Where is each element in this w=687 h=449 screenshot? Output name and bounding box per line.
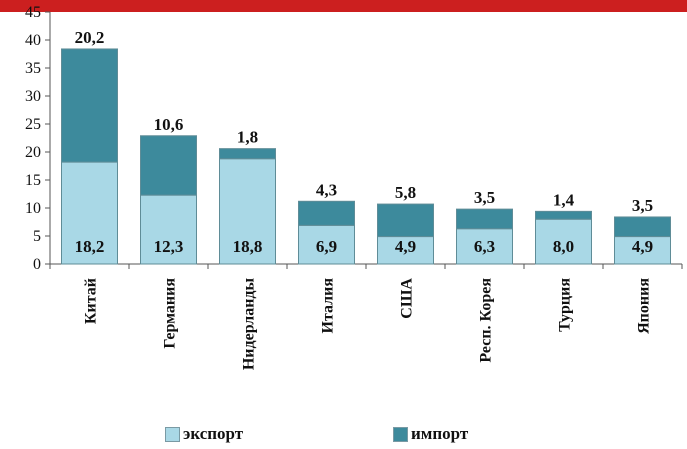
bar-export [456, 228, 513, 265]
bar-import [614, 216, 671, 238]
bar-import [140, 135, 197, 196]
data-label-import: 3,5 [632, 196, 653, 215]
bar-export [614, 236, 671, 265]
legend-swatch-export [165, 426, 180, 442]
bar-export [219, 158, 276, 265]
category-label: Респ. Корея [478, 278, 495, 363]
bar-export [298, 224, 355, 265]
legend-item-import: импорт [393, 424, 468, 444]
y-tick-label: 30 [25, 88, 41, 105]
data-labels: 18,2 20,2 12,3 10,6 18,8 1,8 6,9 4,3 4,9 5,8 6,3 3,… [75, 28, 654, 256]
top-accent-band [0, 0, 687, 12]
legend-item-export: экспорт [165, 424, 243, 444]
bar-import [219, 148, 276, 160]
y-tick-label: 40 [25, 32, 41, 49]
bar-export [377, 236, 434, 265]
bar-import [61, 48, 118, 163]
data-label-export: 6,3 [474, 237, 495, 256]
category-label: Италия [320, 278, 337, 334]
bar-export [61, 161, 118, 265]
bar-import [456, 208, 513, 230]
data-label-export: 4,9 [632, 237, 653, 256]
data-label-import: 1,8 [237, 128, 258, 147]
legend-label-import: импорт [411, 424, 469, 443]
data-label-import: 1,4 [553, 190, 575, 209]
y-tick-label: 45 [25, 4, 41, 21]
bar-import [535, 210, 592, 220]
bar-export [140, 194, 197, 265]
data-label-export: 12,3 [154, 237, 184, 256]
data-label-export: 18,2 [75, 237, 105, 256]
category-label: Китай [83, 278, 100, 324]
bar-import [377, 203, 434, 238]
y-axis-ticks: 0 5 10 15 20 25 30 35 40 45 [25, 4, 50, 273]
category-labels: Китай Германия Нидерланды Италия США Респ. Ко… [83, 277, 653, 370]
data-label-export: 8,0 [553, 237, 574, 256]
bar-export [535, 218, 592, 265]
category-label: США [399, 278, 416, 319]
data-label-import: 4,3 [316, 180, 337, 199]
category-label: Япония [636, 278, 653, 334]
data-label-export: 4,9 [395, 237, 416, 256]
bar-import [298, 200, 355, 226]
data-label-import: 10,6 [154, 115, 184, 134]
category-label: Нидерланды [241, 277, 258, 370]
data-label-export: 6,9 [316, 237, 337, 256]
data-label-import: 5,8 [395, 183, 416, 202]
data-label-import: 3,5 [474, 188, 495, 207]
y-tick-label: 25 [25, 116, 41, 133]
legend-swatch-import [393, 426, 408, 442]
data-label-export: 18,8 [233, 237, 263, 256]
bars [61, 48, 671, 265]
y-tick-label: 35 [25, 60, 41, 77]
y-tick-label: 20 [25, 144, 41, 161]
y-tick-label: 10 [25, 200, 41, 217]
category-label: Германия [162, 278, 179, 349]
category-label: Турция [557, 278, 574, 332]
legend: экспорт импорт [165, 424, 565, 446]
y-tick-label: 0 [33, 256, 41, 273]
data-label-import: 20,2 [75, 28, 105, 47]
y-tick-label: 5 [33, 228, 41, 245]
legend-label-export: экспорт [183, 424, 244, 443]
y-tick-label: 15 [25, 172, 41, 189]
